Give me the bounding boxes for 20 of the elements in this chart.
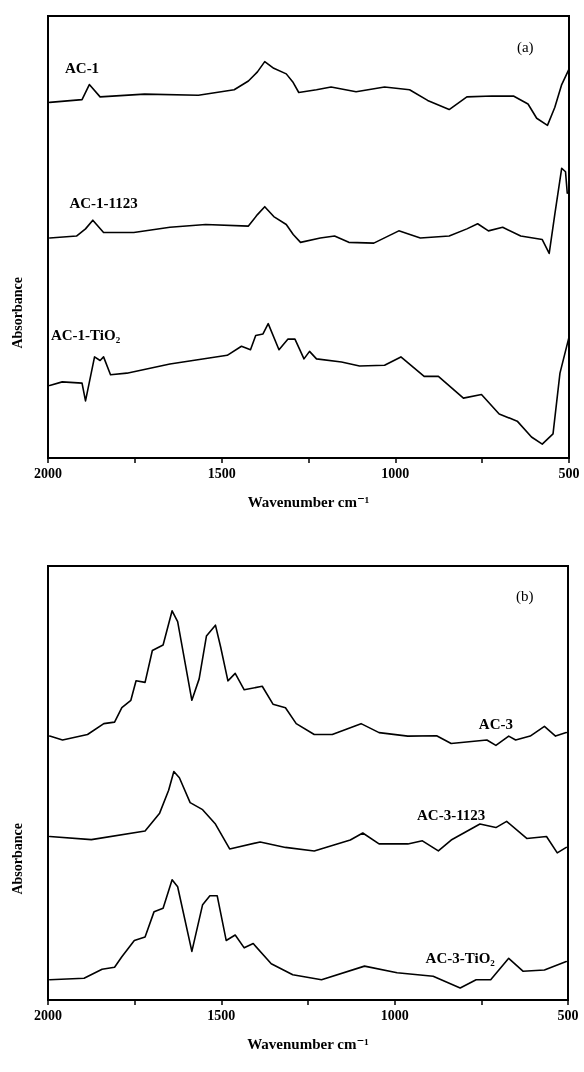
x-tick-label: 2000 bbox=[34, 1007, 62, 1023]
x-tick-label: 1500 bbox=[207, 1007, 236, 1023]
series-label: AC-1 bbox=[64, 60, 100, 77]
x-tick-label: 1000 bbox=[380, 1007, 409, 1023]
x-tick-label: 500 bbox=[558, 465, 580, 481]
series-label: AC-3 bbox=[478, 715, 513, 732]
x-tick-label: 1000 bbox=[381, 465, 410, 481]
series-label: AC-3-1123 bbox=[417, 806, 486, 823]
x-tick-label: 500 bbox=[557, 1007, 579, 1023]
y-axis-title: Absorbance bbox=[9, 823, 25, 895]
y-axis-title: Absorbance bbox=[9, 277, 25, 349]
text: (a) bbox=[516, 38, 534, 56]
series-label: AC-1-1123 bbox=[69, 194, 138, 211]
x-axis-title: Wavenumber cm⁻¹ bbox=[247, 493, 370, 510]
text: (b) bbox=[516, 588, 534, 606]
x-axis-title: Wavenumber cm⁻¹ bbox=[247, 1035, 369, 1052]
series-label: AC-1-TiO₂ bbox=[50, 327, 121, 344]
x-tick-label: 2000 bbox=[34, 465, 62, 481]
series-label: AC-3-TiO₂ bbox=[425, 950, 496, 967]
x-tick-label: 1500 bbox=[207, 465, 236, 481]
